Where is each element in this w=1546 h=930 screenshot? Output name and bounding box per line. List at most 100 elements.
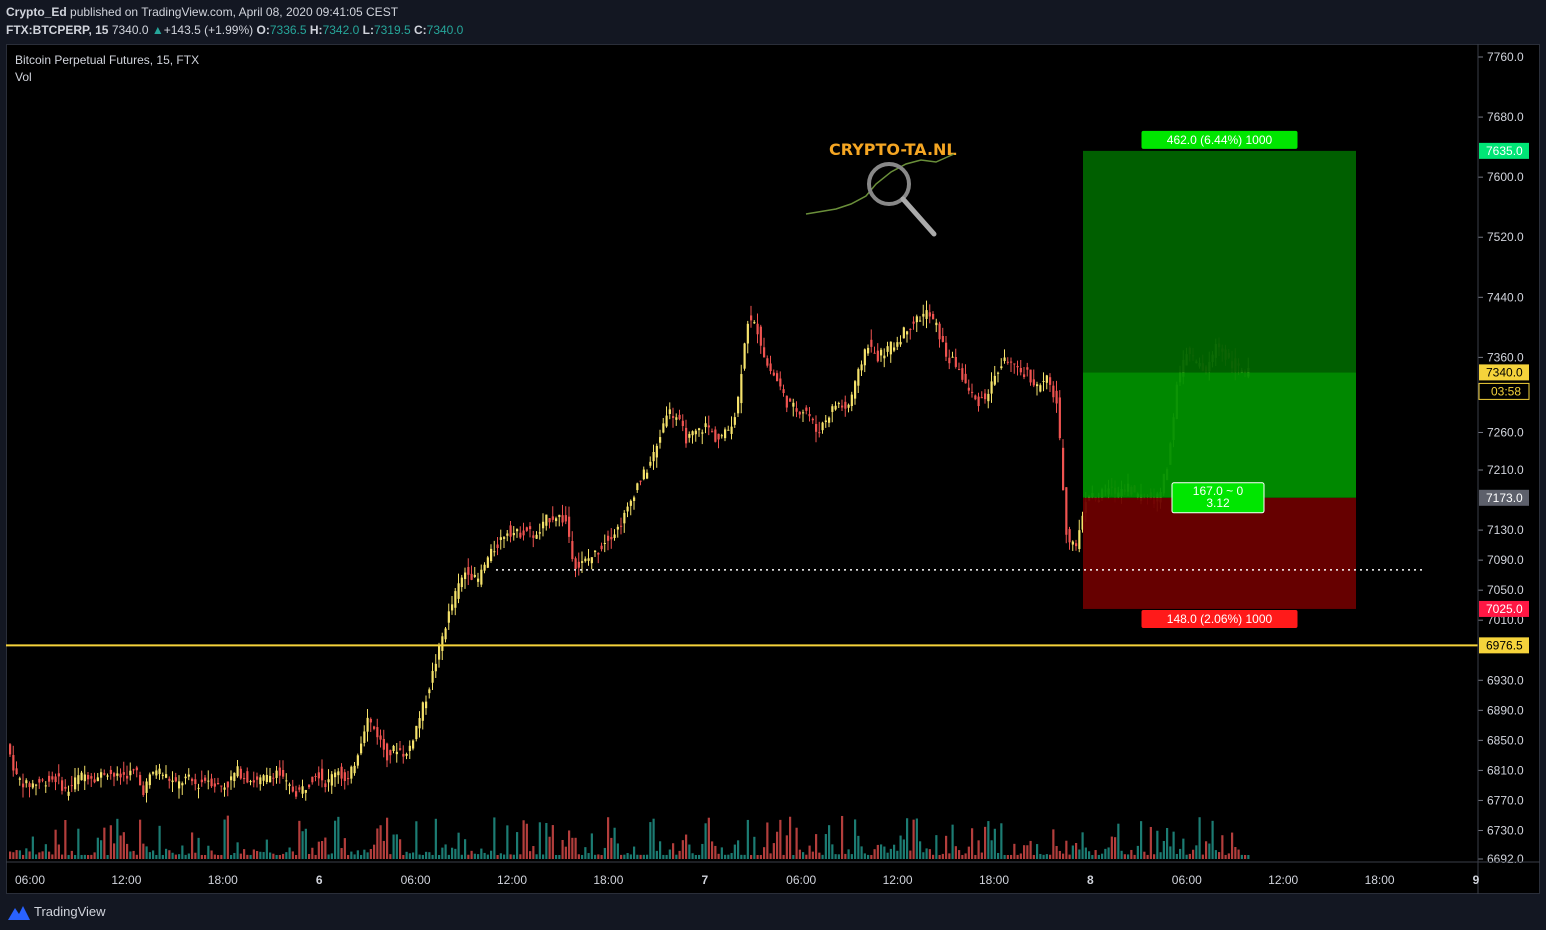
volume-bar	[772, 843, 775, 859]
volume-bar	[707, 817, 710, 859]
candle-body	[158, 768, 161, 775]
footer: TradingView	[0, 895, 1546, 930]
long-position-tool[interactable]: 462.0 (6.44%) 1000 148.0 (2.06%) 1000 16…	[1083, 130, 1356, 628]
candle-body	[594, 550, 597, 553]
candle-body	[711, 431, 714, 433]
candle-body	[106, 775, 109, 777]
volume-bar	[603, 847, 606, 859]
author-name[interactable]: Crypto_Ed	[6, 5, 67, 19]
price-label-bg	[1479, 637, 1529, 654]
price-label: 7025.0	[1486, 602, 1523, 616]
volume-bar	[480, 848, 483, 859]
candle-body	[681, 420, 684, 427]
candle-body	[373, 726, 376, 729]
volume-bar	[938, 854, 941, 859]
candle-body	[70, 785, 73, 787]
candle-body	[1013, 363, 1016, 365]
candle-body	[818, 432, 821, 434]
candle-body	[1052, 385, 1055, 398]
volume-bar	[555, 854, 558, 859]
volume-bar	[334, 820, 337, 859]
price-axis-labels: 7635.0 7340.0 03:58 7173.0 7025.0 6976.5	[1478, 142, 1530, 654]
candle-body	[64, 786, 67, 789]
candle-body	[730, 426, 733, 434]
volume-bar	[698, 854, 701, 859]
volume-bar	[148, 852, 151, 859]
volume-bar	[847, 849, 850, 859]
candle-body	[243, 778, 246, 780]
candle-body	[659, 437, 662, 443]
volume-bar	[607, 817, 610, 859]
candle-body	[971, 391, 974, 393]
volume-bar	[623, 854, 626, 859]
volume-bar	[525, 823, 528, 859]
volume-bar	[135, 854, 138, 859]
volume-bar	[1117, 823, 1120, 859]
volume-bar	[308, 853, 311, 859]
candle-body	[857, 369, 860, 386]
price-tick-label: 6770.0	[1487, 793, 1524, 807]
candle-body	[1078, 530, 1081, 550]
volume-bar	[392, 834, 395, 859]
candle-body	[67, 791, 70, 796]
candle-body	[282, 769, 285, 777]
candle-body	[80, 772, 83, 781]
candle-body	[116, 773, 119, 776]
price-axis: 7760.0 7680.0 7600.0 7520.0 7440.0 7360.0 7260…	[1478, 50, 1524, 866]
volume-bar	[246, 854, 249, 859]
candle-body	[298, 787, 301, 790]
candle-body	[399, 748, 402, 750]
price-chart[interactable]: 462.0 (6.44%) 1000 148.0 (2.06%) 1000 16…	[6, 44, 1540, 894]
volume-bar	[919, 841, 922, 859]
volume-bar	[766, 822, 769, 859]
published-text: published on TradingView.com, April 08, …	[70, 5, 399, 19]
candle-body	[863, 349, 866, 366]
candle-body	[545, 514, 548, 526]
candle-body	[945, 342, 948, 357]
volume-bar	[730, 853, 733, 859]
candle-body	[854, 381, 857, 399]
volume-bar	[460, 854, 463, 859]
tradingview-logo-icon[interactable]	[8, 904, 30, 920]
candle-body	[1000, 366, 1003, 369]
volume-bar	[369, 849, 372, 859]
candle-body	[48, 775, 51, 782]
tradingview-brand[interactable]: TradingView	[34, 904, 106, 919]
volume-bar	[278, 854, 281, 859]
volume-bar	[665, 854, 668, 859]
candle-body	[321, 768, 324, 781]
volume-bar	[353, 854, 356, 859]
candle-body	[41, 779, 44, 781]
volume-bar	[399, 839, 402, 859]
candle-body	[694, 430, 697, 435]
candle-body	[704, 423, 707, 428]
candle-body	[743, 343, 746, 369]
volume-bar	[662, 854, 665, 859]
volume-bar	[1159, 852, 1162, 859]
profit-zone-filled	[1083, 372, 1356, 498]
time-tick-label: 18:00	[208, 873, 238, 887]
candle-body	[776, 373, 779, 382]
volume-bar	[83, 854, 86, 859]
volume-bar	[1237, 849, 1240, 859]
volume-bar	[639, 854, 642, 859]
candle-body	[753, 322, 756, 324]
candle-body	[311, 776, 314, 783]
candle-body	[535, 534, 538, 539]
candle-body	[629, 500, 632, 506]
volume-bar	[217, 855, 220, 859]
volume-bar	[441, 847, 444, 859]
volume-bar	[597, 854, 600, 859]
volume-bar	[1055, 845, 1058, 859]
volume-bar	[428, 852, 431, 859]
volume-bar	[119, 835, 122, 859]
volume-bar	[194, 852, 197, 859]
time-tick-label: 9	[1473, 873, 1480, 887]
volume-bar	[951, 824, 954, 859]
volume-bar	[584, 847, 587, 859]
candle-body	[187, 774, 190, 777]
candle-body	[1081, 515, 1084, 530]
volume-bar	[1221, 835, 1224, 859]
volume-bar	[841, 815, 844, 859]
volume-bar	[116, 818, 119, 859]
